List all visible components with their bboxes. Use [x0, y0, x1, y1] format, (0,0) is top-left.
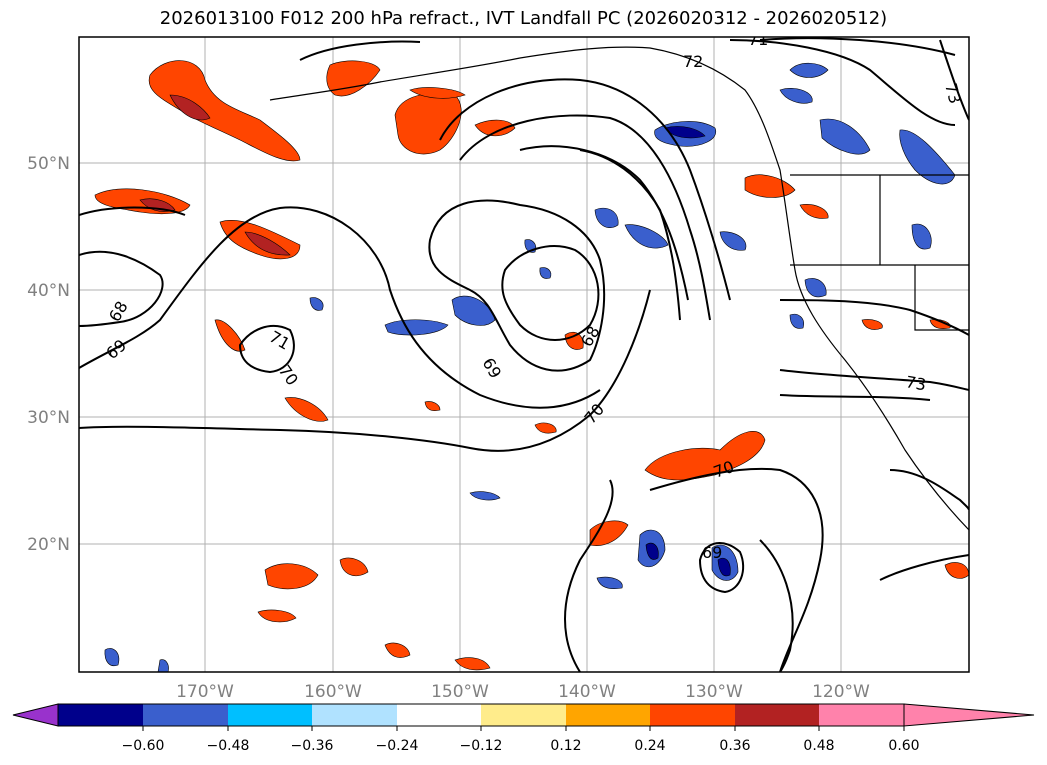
colorbar-tick-label: 0.48 [803, 738, 834, 754]
lon-label-120w: 120°W [812, 682, 870, 702]
lat-label-40n: 40°N [27, 281, 70, 301]
lat-label-30n: 30°N [27, 408, 70, 428]
colorbar-segment [58, 704, 143, 726]
map-area [79, 37, 969, 672]
longitude-labels: 170°W 160°W 150°W 140°W 130°W 120°W [176, 682, 870, 702]
contour-label: 69 [702, 543, 722, 562]
colorbar-tick-label: 0.24 [634, 738, 665, 754]
lon-label-150w: 150°W [431, 682, 489, 702]
colorbar-tick-label: 0.60 [888, 738, 919, 754]
latitude-labels: 50°N 40°N 30°N 20°N [27, 154, 70, 555]
colorbar-tick-label: −0.36 [291, 738, 334, 754]
cold-anomaly-regions [104, 62, 956, 672]
contour-lines [79, 37, 969, 672]
colorbar-segment [735, 704, 819, 726]
lat-label-50n: 50°N [27, 154, 70, 174]
contour-label: 73 [904, 372, 927, 394]
colorbar-segment [228, 704, 312, 726]
colorbar-tick-label: −0.12 [460, 738, 503, 754]
colorbar-right-extension [903, 703, 1035, 727]
coastlines [269, 46, 969, 531]
lon-label-130w: 130°W [685, 682, 743, 702]
contour-label: 73 [941, 81, 965, 106]
colorbar: −0.60 −0.48 −0.36 −0.24 −0.12 0.12 0.24 … [12, 703, 1035, 754]
colorbar-ticks [142, 726, 905, 731]
colorbar-tick-label: 0.36 [719, 738, 750, 754]
colorbar-segment [143, 704, 228, 726]
colorbar-tick-label: −0.48 [207, 738, 250, 754]
colorbar-segment [819, 704, 904, 726]
map-title: 2026013100 F012 200 hPa refract., IVT La… [159, 8, 888, 29]
colorbar-segment [397, 704, 481, 726]
colorbar-tick-label: −0.24 [376, 738, 419, 754]
colorbar-segment [481, 704, 566, 726]
colorbar-segment [312, 704, 397, 726]
lon-label-140w: 140°W [558, 682, 616, 702]
colorbar-tick-label: −0.60 [122, 738, 165, 754]
contour-label: 72 [683, 52, 703, 71]
contour-label: 71 [748, 30, 768, 49]
map-frame [78, 36, 970, 673]
colorbar-tick-label: 0.12 [550, 738, 581, 754]
colorbar-segment [650, 704, 735, 726]
colorbar-left-extension [12, 703, 59, 727]
lon-label-160w: 160°W [304, 682, 362, 702]
lon-label-170w: 170°W [176, 682, 234, 702]
colorbar-segment [566, 704, 650, 726]
lat-label-20n: 20°N [27, 535, 70, 555]
